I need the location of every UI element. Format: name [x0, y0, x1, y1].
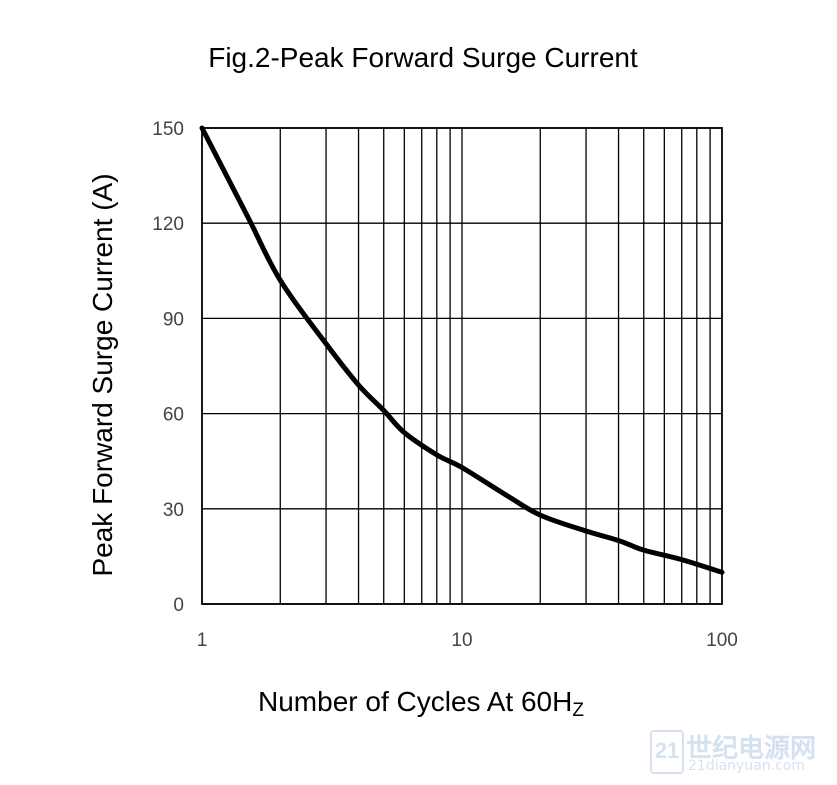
- watermark-mark: 21: [650, 730, 684, 774]
- surge-current-curve: [199, 125, 725, 575]
- watermark-site-name: 世纪电源网: [686, 734, 817, 764]
- x-axis-label: Number of Cycles At 60HZ: [258, 686, 584, 721]
- x-tick-label: 10: [451, 630, 472, 651]
- y-tick-labels: 0 30 60 90 120 150: [152, 119, 184, 616]
- x-axis-label-subscript: Z: [572, 700, 584, 721]
- y-tick-label: 150: [152, 119, 184, 140]
- x-axis-label-main: Number of Cycles At 60H: [258, 686, 572, 717]
- watermark-site-url: 21dianyuan.com: [688, 758, 806, 774]
- chart-title: Fig.2-Peak Forward Surge Current: [208, 42, 638, 73]
- x-tick-label: 100: [706, 630, 738, 651]
- y-tick-label: 60: [163, 405, 184, 426]
- plot-frame: [201, 127, 723, 605]
- y-tick-label: 30: [163, 500, 184, 521]
- grid-lines: [202, 127, 722, 605]
- y-tick-label: 90: [163, 309, 184, 330]
- y-axis-label: Peak Forward Surge Current (A): [87, 173, 118, 576]
- x-tick-labels: 1 10 100: [197, 630, 738, 651]
- watermark-logo: 21 世纪电源网 21dianyuan.com: [650, 728, 832, 778]
- x-tick-label: 1: [197, 630, 208, 651]
- y-tick-label: 0: [173, 595, 184, 616]
- y-tick-label: 120: [152, 214, 184, 235]
